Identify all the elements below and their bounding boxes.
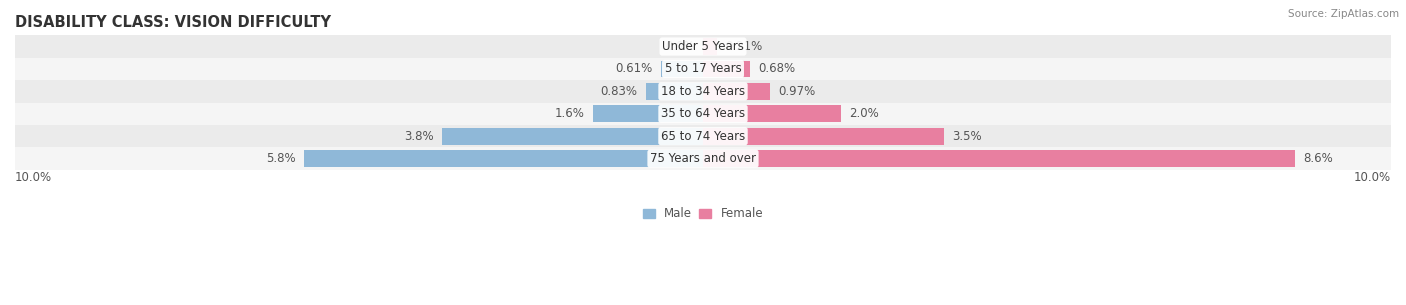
Text: 10.0%: 10.0%: [1354, 171, 1391, 184]
FancyBboxPatch shape: [15, 58, 1391, 80]
Bar: [15, 35, 1391, 58]
Text: Under 5 Years: Under 5 Years: [662, 40, 744, 53]
Legend: Male, Female: Male, Female: [643, 207, 763, 221]
Text: 0.97%: 0.97%: [778, 85, 815, 98]
Text: 65 to 74 Years: 65 to 74 Years: [661, 130, 745, 143]
Bar: [593, 105, 703, 122]
FancyBboxPatch shape: [15, 35, 1391, 58]
Text: 35 to 64 Years: 35 to 64 Years: [661, 107, 745, 120]
Bar: [15, 80, 1391, 102]
Bar: [703, 83, 769, 100]
Bar: [703, 61, 749, 77]
Bar: [661, 61, 703, 77]
Bar: [703, 128, 943, 145]
Bar: [441, 128, 703, 145]
Bar: [645, 83, 703, 100]
Bar: [703, 150, 1295, 167]
Text: DISABILITY CLASS: VISION DIFFICULTY: DISABILITY CLASS: VISION DIFFICULTY: [15, 15, 330, 30]
FancyBboxPatch shape: [15, 102, 1391, 125]
Text: 5.8%: 5.8%: [266, 152, 295, 165]
Text: 0.61%: 0.61%: [616, 63, 652, 75]
Text: 75 Years and over: 75 Years and over: [650, 152, 756, 165]
Text: 10.0%: 10.0%: [15, 171, 52, 184]
Bar: [304, 150, 703, 167]
Text: 3.8%: 3.8%: [404, 130, 433, 143]
Bar: [15, 58, 1391, 80]
Bar: [15, 147, 1391, 170]
Bar: [703, 105, 841, 122]
Text: 0.68%: 0.68%: [758, 63, 796, 75]
Bar: [703, 38, 717, 55]
Text: 5 to 17 Years: 5 to 17 Years: [665, 63, 741, 75]
Text: Source: Zip​Atlas.com: Source: Zip​Atlas.com: [1288, 9, 1399, 19]
FancyBboxPatch shape: [15, 125, 1391, 147]
Text: 2.0%: 2.0%: [849, 107, 879, 120]
Text: 0.0%: 0.0%: [665, 40, 695, 53]
FancyBboxPatch shape: [15, 80, 1391, 102]
Bar: [15, 125, 1391, 147]
Text: 8.6%: 8.6%: [1303, 152, 1333, 165]
FancyBboxPatch shape: [15, 147, 1391, 170]
Text: 0.21%: 0.21%: [725, 40, 763, 53]
Text: 18 to 34 Years: 18 to 34 Years: [661, 85, 745, 98]
Text: 0.83%: 0.83%: [600, 85, 638, 98]
Text: 3.5%: 3.5%: [952, 130, 981, 143]
Bar: [15, 102, 1391, 125]
Text: 1.6%: 1.6%: [555, 107, 585, 120]
